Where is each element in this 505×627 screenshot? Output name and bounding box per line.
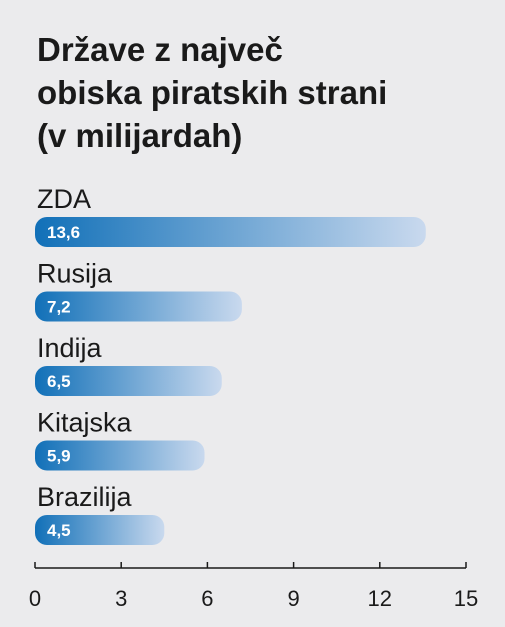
bar-indija bbox=[35, 366, 222, 396]
bar-zda bbox=[35, 217, 426, 247]
x-tick-label-15: 15 bbox=[454, 586, 478, 611]
bar-rusija bbox=[35, 291, 242, 322]
bar-kitajska bbox=[35, 440, 205, 471]
x-tick-label-9: 9 bbox=[287, 586, 299, 611]
category-label-indija: Indija bbox=[37, 333, 103, 363]
title-line-2: obiska piratskih strani bbox=[37, 74, 387, 111]
bars: ZDA 13,6 Rusija 7,2 Indija 6,5 Kitajska 5,9 Braz… bbox=[35, 184, 426, 545]
x-axis: 0 3 6 9 12 15 bbox=[29, 562, 478, 611]
value-label-kitajska: 5,9 bbox=[47, 447, 71, 466]
category-label-brazilija: Brazilija bbox=[37, 482, 133, 512]
category-label-kitajska: Kitajska bbox=[37, 408, 133, 438]
bar-brazilija bbox=[35, 515, 165, 545]
value-label-brazilija: 4,5 bbox=[47, 521, 71, 540]
category-label-zda: ZDA bbox=[37, 184, 91, 214]
value-label-rusija: 7,2 bbox=[47, 298, 71, 317]
chart-title: Države z največ obiska piratskih strani (v… bbox=[37, 31, 387, 154]
value-label-indija: 6,5 bbox=[47, 372, 71, 391]
x-tick-label-12: 12 bbox=[368, 586, 392, 611]
category-label-rusija: Rusija bbox=[37, 259, 113, 289]
title-line-3: (v milijardah) bbox=[37, 117, 242, 154]
x-tick-label-6: 6 bbox=[201, 586, 213, 611]
x-tick-label-3: 3 bbox=[115, 586, 127, 611]
value-label-zda: 13,6 bbox=[47, 223, 80, 242]
title-line-1: Države z največ bbox=[37, 31, 283, 68]
x-tick-label-0: 0 bbox=[29, 586, 41, 611]
